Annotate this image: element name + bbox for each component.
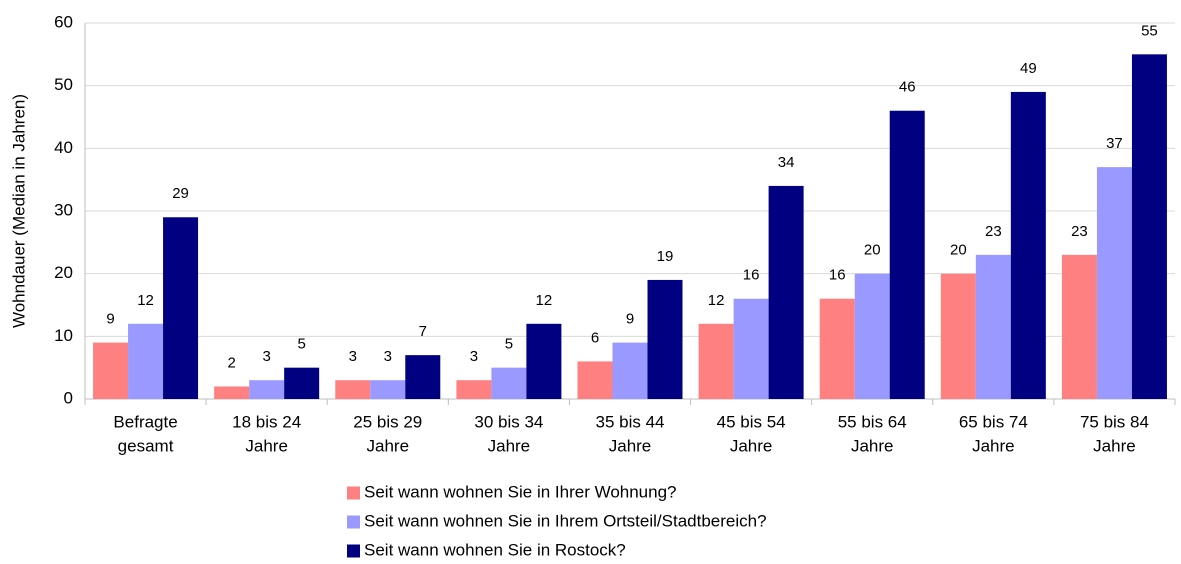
value-label: 5	[297, 336, 305, 353]
value-label: 3	[384, 348, 392, 365]
x-tick-label: 35 bis 44	[596, 412, 665, 431]
bar	[335, 380, 371, 399]
bar	[733, 298, 769, 399]
value-label: 12	[536, 292, 553, 309]
bar	[405, 355, 441, 399]
value-label: 16	[743, 267, 760, 284]
value-label: 55	[1141, 22, 1158, 39]
x-tick-label: 55 bis 64	[838, 412, 907, 431]
value-label: 2	[227, 354, 235, 371]
bar	[214, 386, 250, 399]
value-label: 3	[262, 348, 270, 365]
x-tick-label: 18 bis 24	[232, 412, 301, 431]
x-tick-label: Jahre	[1093, 436, 1136, 455]
bar	[284, 367, 320, 399]
y-axis-title: Wohndauer (Median in Jahren)	[9, 94, 28, 328]
x-tick-label: Befragte	[113, 412, 177, 431]
bar	[526, 323, 562, 399]
x-tick-label: 30 bis 34	[474, 412, 543, 431]
bar	[93, 342, 129, 399]
y-tick-label: 20	[54, 263, 73, 282]
x-tick-label: Jahre	[972, 436, 1015, 455]
bar	[1131, 54, 1167, 399]
y-tick-label: 40	[54, 138, 73, 157]
x-tick-label: 75 bis 84	[1080, 412, 1149, 431]
y-tick-label: 10	[54, 326, 73, 345]
bar	[370, 380, 406, 399]
bar	[1096, 167, 1132, 399]
x-tick-label: 25 bis 29	[353, 412, 422, 431]
bar	[768, 185, 804, 399]
value-label: 5	[505, 336, 513, 353]
legend-swatch	[347, 486, 360, 500]
bar	[975, 254, 1011, 399]
bar	[163, 217, 199, 399]
y-tick-label: 0	[64, 388, 73, 407]
legend-label: Seit wann wohnen Sie in Rostock?	[364, 540, 626, 559]
bar	[698, 323, 734, 399]
value-label: 46	[899, 79, 916, 96]
bar	[491, 367, 527, 399]
x-tick-label: Jahre	[730, 436, 773, 455]
legend-swatch	[347, 544, 360, 558]
legend-label: Seit wann wohnen Sie in Ihrem Ortsteil/S…	[364, 511, 767, 530]
value-label: 12	[137, 292, 154, 309]
x-tick-label: Jahre	[488, 436, 531, 455]
value-label: 19	[657, 248, 674, 265]
x-tick-label: Jahre	[245, 436, 288, 455]
value-label: 49	[1020, 60, 1037, 77]
x-tick-label: gesamt	[118, 436, 174, 455]
value-label: 6	[591, 329, 599, 346]
value-label: 23	[1071, 223, 1088, 240]
bar	[1010, 91, 1046, 399]
value-label: 20	[864, 242, 881, 259]
bar	[577, 361, 613, 399]
value-label: 16	[829, 267, 846, 284]
value-label: 3	[349, 348, 357, 365]
bar	[456, 380, 492, 399]
value-label: 23	[985, 223, 1002, 240]
bar	[612, 342, 648, 399]
bar	[1061, 254, 1097, 399]
legend-label: Seit wann wohnen Sie in Ihrer Wohnung?	[364, 482, 677, 501]
value-label: 37	[1106, 135, 1123, 152]
bar	[128, 323, 164, 399]
value-label: 9	[106, 311, 114, 328]
value-label: 29	[172, 185, 189, 202]
bar	[889, 110, 925, 399]
legend-swatch	[347, 515, 360, 529]
value-label: 7	[419, 323, 427, 340]
bar	[940, 273, 976, 399]
value-label: 3	[470, 348, 478, 365]
y-tick-label: 50	[54, 75, 73, 94]
x-tick-label: 65 bis 74	[959, 412, 1028, 431]
x-tick-label: Jahre	[609, 436, 652, 455]
value-label: 9	[626, 311, 634, 328]
bar	[647, 279, 683, 399]
bar	[854, 273, 890, 399]
y-tick-label: 60	[54, 12, 73, 31]
bar	[819, 298, 855, 399]
x-tick-label: Jahre	[851, 436, 894, 455]
value-label: 20	[950, 242, 967, 259]
bar	[249, 380, 285, 399]
value-label: 12	[708, 292, 725, 309]
x-tick-label: Jahre	[367, 436, 410, 455]
x-tick-label: 45 bis 54	[717, 412, 786, 431]
y-tick-label: 30	[54, 200, 73, 219]
value-label: 34	[778, 154, 795, 171]
